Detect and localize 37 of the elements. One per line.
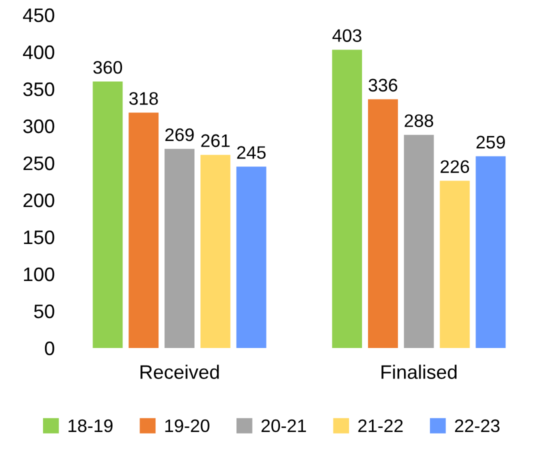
legend-label: 21-22 — [358, 419, 403, 432]
y-tick-label: 300 — [23, 119, 54, 134]
y-tick-label: 100 — [24, 267, 54, 282]
y-tick-label: 50 — [34, 304, 54, 318]
data-label: 360 — [93, 61, 122, 74]
bar — [404, 134, 434, 348]
bar — [440, 180, 470, 348]
data-label: 261 — [201, 134, 230, 148]
y-tick-label: 0 — [44, 342, 54, 356]
data-label: 336 — [368, 78, 398, 92]
legend-label: 18-19 — [68, 419, 113, 432]
data-label: 259 — [476, 136, 505, 149]
bar — [92, 82, 123, 348]
data-label: 403 — [332, 29, 362, 42]
y-tick-label: 200 — [24, 193, 54, 208]
bar — [236, 166, 266, 348]
legend-label: 20-21 — [262, 419, 306, 432]
data-label: 288 — [404, 114, 434, 128]
x-tick-label: Received — [140, 364, 219, 379]
bar — [476, 156, 506, 348]
legend-label: 19-20 — [165, 419, 210, 432]
y-tick-label: 400 — [22, 45, 54, 60]
bar — [368, 99, 398, 348]
data-label: 318 — [129, 92, 158, 105]
bar — [332, 50, 362, 348]
bar — [200, 154, 230, 348]
y-tick-label: 250 — [24, 156, 54, 170]
x-tick-label: Finalised — [382, 364, 457, 379]
data-label: 269 — [165, 128, 194, 142]
data-label: 245 — [237, 146, 266, 159]
y-tick-label: 350 — [23, 82, 54, 96]
legend-label: 22-23 — [455, 419, 500, 432]
bar — [164, 148, 194, 348]
y-tick-label: 150 — [24, 230, 54, 244]
bar — [128, 112, 159, 348]
data-label: 226 — [440, 160, 470, 173]
y-tick-label: 450 — [22, 8, 54, 22]
